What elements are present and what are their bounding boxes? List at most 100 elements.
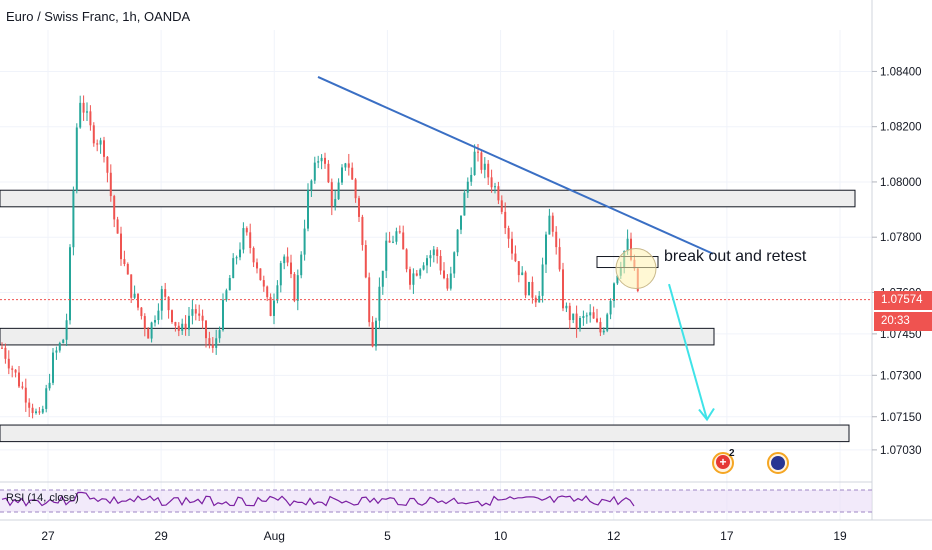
y-tick-label: 1.07450 bbox=[880, 329, 922, 341]
candle-body bbox=[72, 190, 75, 248]
candle-body bbox=[487, 163, 490, 178]
candle-body bbox=[436, 249, 439, 256]
rsi-indicator-label[interactable]: RSI (14, close) bbox=[6, 492, 79, 504]
candle-body bbox=[89, 111, 92, 126]
candle-body bbox=[351, 167, 354, 180]
candle-body bbox=[164, 289, 167, 297]
candle-body bbox=[490, 177, 493, 188]
x-tick-label: 10 bbox=[494, 529, 508, 543]
candle-body bbox=[555, 231, 558, 248]
y-tick-label: 1.07300 bbox=[880, 370, 922, 382]
candle-body bbox=[11, 368, 14, 370]
candle-body bbox=[460, 215, 462, 230]
candle-body bbox=[545, 234, 547, 265]
candle-body bbox=[157, 310, 160, 321]
candle-body bbox=[388, 240, 391, 243]
candle-body bbox=[521, 272, 524, 276]
candle-body bbox=[235, 257, 238, 259]
candle-body bbox=[500, 200, 503, 212]
x-tick-label: Aug bbox=[264, 529, 285, 543]
candle-body bbox=[181, 323, 184, 331]
candle-body bbox=[405, 249, 408, 270]
candle-body bbox=[24, 387, 27, 403]
candle-body bbox=[154, 320, 156, 323]
candle-body bbox=[483, 163, 486, 170]
candle-body bbox=[568, 305, 571, 321]
candle-body bbox=[96, 143, 99, 145]
candle-body bbox=[307, 190, 309, 229]
candle-body bbox=[456, 229, 459, 253]
candle-body bbox=[497, 186, 500, 201]
candle-body bbox=[531, 281, 534, 298]
candle-body bbox=[507, 228, 510, 239]
candle-body bbox=[239, 249, 241, 258]
x-tick-label: 19 bbox=[833, 529, 847, 543]
last-price-badge: 1.07574 bbox=[874, 290, 932, 310]
descending-trendline bbox=[317, 76, 714, 255]
candle-body bbox=[375, 320, 377, 347]
candle-body bbox=[358, 198, 360, 217]
candle-body bbox=[109, 172, 112, 197]
candle-body bbox=[293, 274, 296, 301]
candle-body bbox=[303, 228, 306, 255]
candle-body bbox=[511, 238, 513, 254]
rsi-line bbox=[1, 491, 635, 507]
candle-body bbox=[538, 295, 541, 303]
candle-body bbox=[208, 338, 211, 345]
candle-body bbox=[133, 293, 136, 298]
retest-highlight-circle bbox=[615, 248, 657, 290]
candle-body bbox=[432, 249, 435, 256]
x-tick-label: 27 bbox=[41, 529, 55, 543]
candle-body bbox=[150, 322, 153, 339]
candle-body bbox=[242, 228, 245, 250]
candle-body bbox=[324, 157, 326, 164]
candle-body bbox=[626, 238, 629, 252]
candle-body bbox=[269, 297, 272, 316]
candle-body bbox=[575, 313, 578, 329]
candle-body bbox=[466, 181, 469, 193]
candle-body bbox=[211, 344, 214, 348]
candle-body bbox=[215, 338, 218, 348]
candle-body bbox=[1, 347, 3, 349]
y-tick-label: 1.07030 bbox=[880, 445, 922, 457]
candle-body bbox=[514, 253, 517, 262]
candle-body bbox=[528, 281, 530, 296]
candle-body bbox=[266, 286, 269, 298]
swiss-event-icon[interactable] bbox=[712, 452, 734, 474]
candle-body bbox=[279, 263, 282, 286]
candle-body bbox=[589, 312, 592, 316]
candle-body bbox=[565, 305, 568, 309]
candle-body bbox=[283, 256, 286, 264]
candle-body bbox=[106, 156, 109, 173]
candle-body bbox=[143, 316, 146, 329]
candle-body bbox=[65, 320, 68, 340]
y-tick-label: 1.08400 bbox=[880, 66, 922, 78]
candle-body bbox=[504, 211, 507, 229]
candle-body bbox=[41, 408, 44, 413]
candle-body bbox=[579, 317, 581, 329]
candle-body bbox=[541, 264, 544, 296]
candle-body bbox=[582, 315, 585, 318]
x-tick-label: 12 bbox=[607, 529, 621, 543]
candle-body bbox=[398, 231, 401, 233]
candle-body bbox=[330, 182, 333, 207]
annotation-text: break out and retest bbox=[664, 248, 807, 265]
candle-body bbox=[69, 247, 71, 321]
candle-body bbox=[381, 270, 384, 287]
candle-body bbox=[140, 307, 143, 317]
time-axis[interactable]: 27 29 Aug 5 10 12 17 19 bbox=[41, 529, 847, 543]
candle-body bbox=[429, 255, 432, 259]
candle-body bbox=[28, 402, 31, 408]
candle-body bbox=[572, 313, 575, 321]
candle-body bbox=[167, 296, 170, 311]
candle-body bbox=[517, 261, 520, 276]
candle-body bbox=[276, 285, 279, 301]
chart-title: Euro / Swiss Franc, 1h, OANDA bbox=[6, 9, 191, 24]
price-axis[interactable]: 1.084001.082001.080001.078001.076001.074… bbox=[872, 66, 922, 457]
candle-body bbox=[245, 228, 248, 233]
price-zone bbox=[0, 189, 856, 208]
candle-body bbox=[599, 321, 602, 333]
euro-event-icon[interactable] bbox=[767, 452, 789, 474]
candle-body bbox=[562, 269, 564, 309]
